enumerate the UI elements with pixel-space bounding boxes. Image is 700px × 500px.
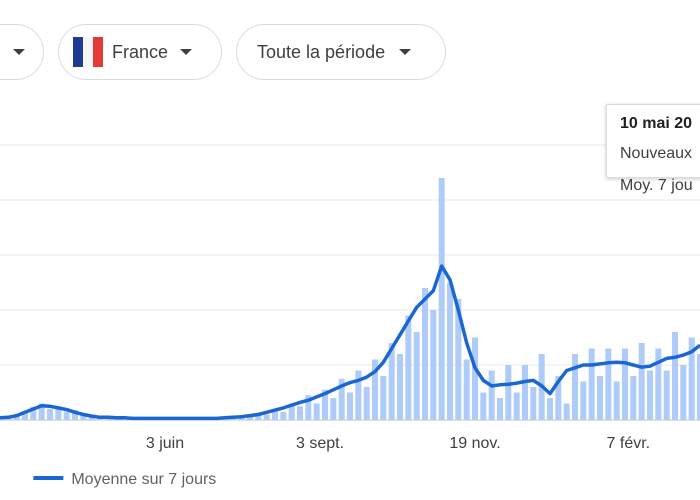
bar: [63, 411, 70, 420]
x-tick-label: 3 sept.: [296, 435, 344, 452]
tooltip-title: 10 mai 20: [620, 115, 693, 132]
bar: [672, 332, 678, 420]
bar: [47, 409, 53, 420]
bar: [380, 376, 387, 420]
x-tick-label: 3 juin: [146, 435, 184, 452]
bar: [338, 378, 345, 420]
legend-label: Moyenne sur 7 jours: [71, 471, 216, 488]
bar: [355, 370, 362, 420]
tooltip-line: Nouveaux: [620, 145, 693, 162]
period-label: Toute la période: [257, 41, 386, 62]
bar: [72, 410, 78, 420]
caret: [13, 49, 25, 55]
bar: [580, 381, 587, 420]
bar: [305, 395, 312, 420]
bar: [347, 392, 353, 420]
average-line: [0, 264, 700, 421]
bar: [322, 389, 328, 420]
bar: [638, 343, 645, 420]
bar: [413, 332, 420, 420]
filter-button[interactable]: [0, 24, 44, 80]
bar: [272, 409, 278, 420]
bar: [263, 414, 270, 420]
bar: [38, 403, 45, 420]
bar: [330, 398, 337, 420]
x-tick-label: 7 févr.: [607, 435, 651, 452]
bar: [472, 337, 478, 420]
bar: [597, 376, 603, 420]
bar: [363, 387, 370, 420]
bar: [605, 348, 612, 420]
bar: [288, 403, 295, 420]
bar: [397, 354, 403, 420]
bar: [563, 403, 570, 420]
period-button[interactable]: Toute la période: [236, 24, 446, 80]
bar: [647, 370, 653, 420]
bar: [255, 413, 262, 420]
bar: [680, 365, 687, 420]
bar: [588, 348, 595, 420]
tooltip: 10 mai 20 Nouveaux Moy. 7 jou: [606, 104, 700, 194]
bar: [297, 406, 303, 420]
bar: [663, 370, 670, 420]
bar: [655, 348, 662, 420]
bar: [572, 354, 578, 420]
bar: [547, 398, 553, 420]
flag: [73, 37, 103, 67]
bar: [488, 370, 495, 420]
x-tick-label: 19 nov.: [449, 435, 500, 452]
caret: [180, 49, 193, 55]
tooltip-line: Moy. 7 jou: [620, 177, 693, 194]
bar: [555, 376, 562, 420]
bar: [613, 381, 620, 420]
bar: [530, 387, 537, 420]
bar: [430, 310, 437, 420]
bar: [463, 359, 470, 420]
bar: [497, 398, 503, 420]
bar: [405, 315, 412, 420]
bar: [455, 299, 462, 420]
bar: [55, 406, 62, 420]
bar: [522, 365, 528, 420]
bar: [30, 406, 37, 420]
bar: [622, 348, 628, 420]
bar: [480, 392, 487, 420]
bar: [280, 411, 287, 420]
bar: [697, 354, 700, 420]
caret: [399, 49, 412, 55]
bar: [447, 282, 453, 420]
bar: [505, 365, 512, 420]
bar: [513, 392, 520, 420]
bar: [80, 415, 87, 420]
bar: [630, 376, 637, 420]
country-button[interactable]: France: [58, 24, 222, 80]
bar: [372, 359, 378, 420]
bar: [388, 343, 395, 420]
country-label: France: [112, 41, 169, 62]
bar: [313, 403, 320, 420]
bar: [438, 178, 445, 420]
bar: [22, 411, 28, 420]
bar: [688, 337, 695, 420]
bar: [422, 288, 428, 420]
bar: [247, 416, 253, 420]
